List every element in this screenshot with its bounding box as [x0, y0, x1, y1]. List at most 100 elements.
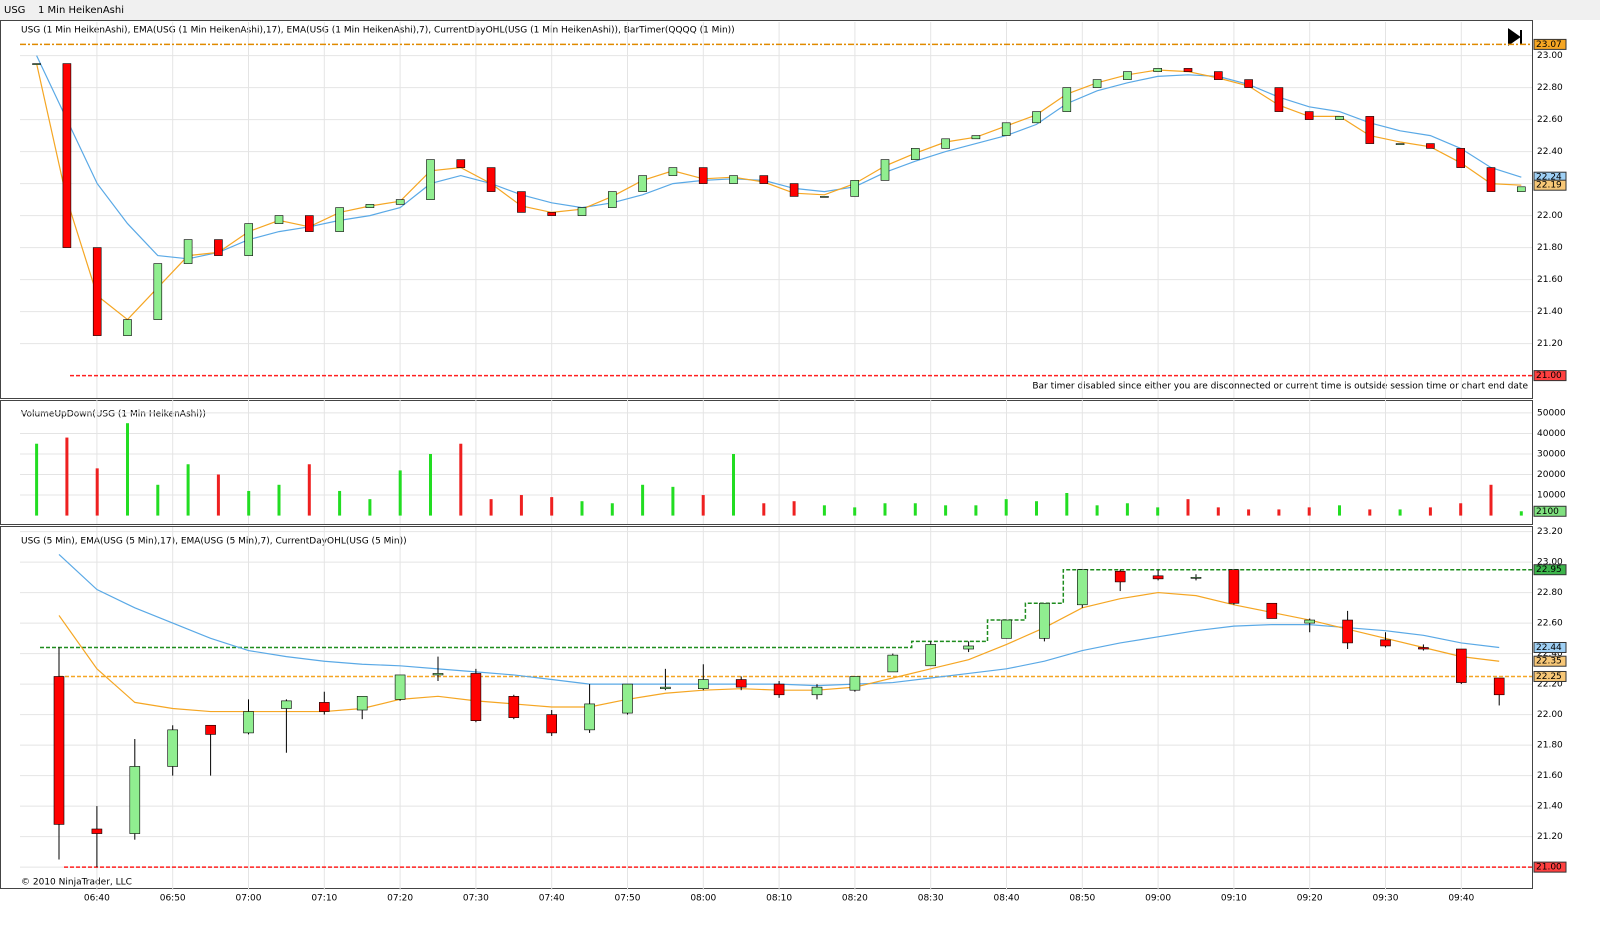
candle-body	[1183, 68, 1193, 72]
candle-body	[1244, 79, 1253, 88]
y-tick-label: 40000	[1537, 429, 1566, 439]
volume-bar	[853, 507, 857, 516]
candle-body	[1114, 570, 1126, 583]
volume-bar	[1307, 507, 1311, 516]
y-tick-label: 21.80	[1537, 243, 1563, 253]
candle-body	[318, 702, 330, 712]
candle-body	[365, 204, 375, 208]
price-marker-label: 2100	[1536, 507, 1559, 517]
x-tick-label: 07:30	[463, 894, 489, 904]
x-tick-label: 08:00	[690, 894, 716, 904]
candle-body	[1456, 148, 1465, 168]
volume-bar	[95, 468, 99, 516]
x-tick-label: 07:50	[615, 894, 641, 904]
y-tick-label: 50000	[1537, 408, 1566, 418]
y-tick-label: 10000	[1537, 491, 1566, 501]
candle-body	[92, 247, 102, 336]
price-marker-label: 22.44	[1536, 643, 1562, 653]
candle-body	[971, 135, 981, 140]
candle-body	[1304, 111, 1314, 120]
candle-body	[1342, 619, 1353, 644]
volume-bar	[1125, 503, 1129, 516]
volume-bar	[792, 501, 796, 516]
volume-bar	[1277, 509, 1281, 516]
instrument[interactable]: USG	[4, 5, 25, 16]
volume-bar	[1216, 507, 1220, 516]
period[interactable]: 1 Min HeikenAshi	[38, 5, 124, 16]
candle-body	[205, 724, 216, 735]
candle-body	[426, 159, 435, 200]
candle-body	[1418, 647, 1429, 650]
volume-bar	[247, 490, 251, 516]
candle-body	[244, 223, 253, 256]
volume-bar	[126, 423, 129, 516]
y-tick-label: 22.00	[1537, 211, 1563, 221]
candle-body	[1001, 122, 1011, 136]
candle-body	[811, 686, 823, 696]
x-tick-label: 06:40	[84, 894, 110, 904]
price-marker-label: 23.07	[1536, 40, 1562, 50]
volume-bar	[65, 437, 69, 516]
volume-bar	[186, 464, 190, 516]
volume-bar	[641, 484, 645, 516]
volume-bar	[1489, 484, 1493, 516]
candle-body	[759, 175, 769, 184]
y-tick-label: 21.80	[1537, 741, 1563, 751]
volume-bar	[1035, 501, 1038, 516]
price-marker-label: 22.25	[1536, 672, 1562, 682]
volume-bar	[913, 503, 917, 516]
volume-bar	[277, 484, 281, 516]
volume-bar	[1428, 507, 1432, 516]
price-marker	[1533, 38, 1567, 50]
candle-body	[910, 148, 920, 160]
candle-body	[1062, 87, 1072, 112]
volume-bar	[1247, 509, 1251, 516]
price-marker	[1533, 179, 1567, 191]
candle-body	[395, 199, 405, 205]
candle-body	[584, 703, 595, 731]
x-tick-label: 09:10	[1221, 894, 1247, 904]
price-marker	[1533, 670, 1567, 682]
candle-body	[304, 215, 314, 232]
candle-body	[546, 714, 558, 734]
toolbar	[0, 0, 1600, 20]
panel-border	[0, 20, 1533, 399]
panel-border	[0, 400, 1533, 525]
price-marker-label: 22.95	[1536, 565, 1562, 575]
candle-body	[607, 191, 617, 208]
volume-bar	[883, 503, 887, 516]
candle-body	[773, 683, 785, 696]
x-tick-label: 08:30	[918, 894, 944, 904]
price-marker	[1533, 861, 1567, 873]
candle-body	[1214, 71, 1223, 80]
volume-bar	[610, 503, 614, 516]
candle-body	[1039, 602, 1050, 639]
y-tick-label: 21.20	[1537, 832, 1563, 842]
volume-bar	[1368, 509, 1372, 516]
panel-border	[0, 526, 1533, 889]
candle-body	[183, 239, 193, 264]
candle-body	[129, 766, 141, 834]
candle-body	[880, 159, 890, 181]
candle-body	[1077, 569, 1088, 606]
volume-bar	[368, 499, 372, 516]
end-button[interactable]	[1508, 28, 1522, 46]
volume-bar	[1004, 499, 1008, 516]
candle-body	[1304, 619, 1315, 624]
candle-body	[214, 239, 223, 256]
volume-bar	[156, 484, 160, 516]
candle-body	[1092, 79, 1102, 88]
price-marker	[1533, 370, 1567, 382]
volume-bar	[489, 499, 493, 516]
candle-body	[660, 686, 671, 689]
price-marker	[1533, 655, 1567, 667]
volume-bar	[762, 503, 766, 516]
y-tick-label: 23.00	[1537, 51, 1563, 61]
candle-body	[1190, 577, 1202, 579]
candle-body	[274, 215, 284, 224]
candle-body	[517, 191, 526, 213]
y-tick-label: 20000	[1537, 470, 1566, 480]
candle-body	[91, 828, 103, 834]
y-tick-label: 23.00	[1537, 558, 1563, 568]
candle-body	[1152, 575, 1164, 580]
